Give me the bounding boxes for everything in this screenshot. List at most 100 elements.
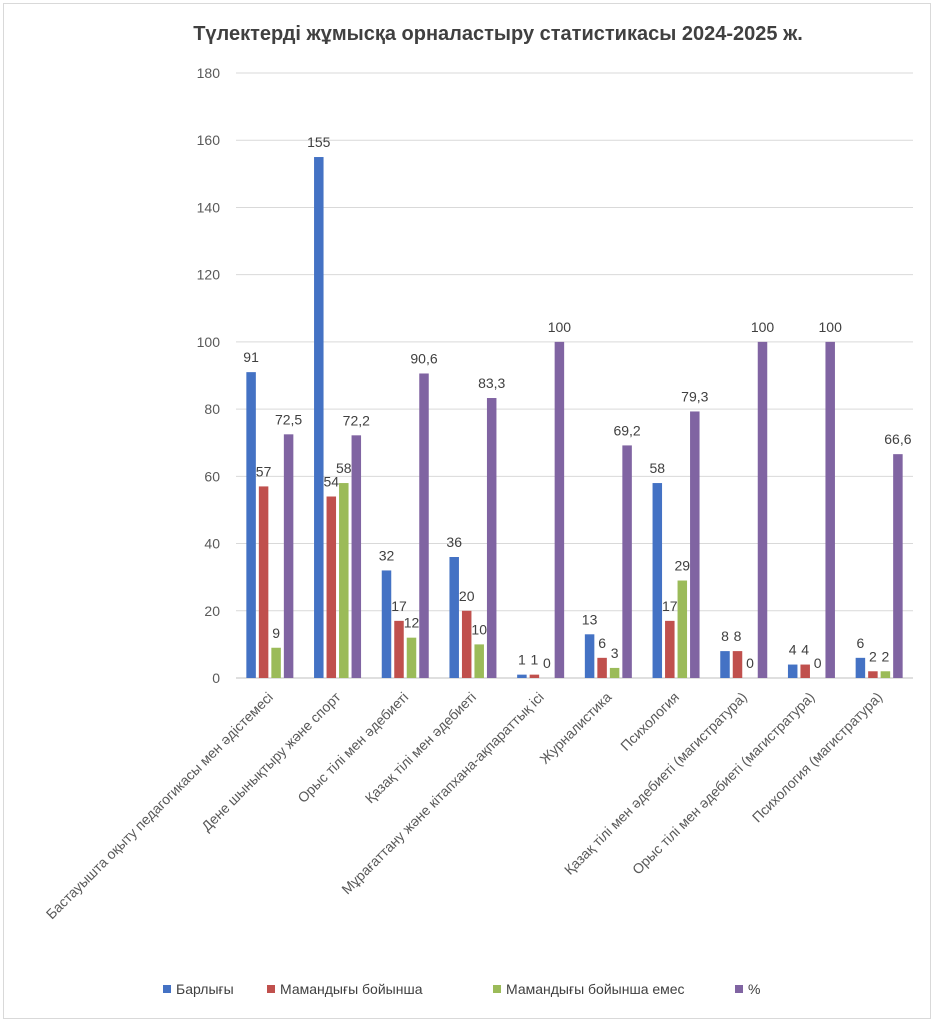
legend-label: % [748,981,760,997]
data-label: 54 [324,474,340,490]
data-label: 0 [543,655,551,671]
bar [271,647,281,678]
x-tick-label: Бастауышта оқыту педагогикасы мен әдісте… [43,689,276,922]
data-label: 0 [746,655,754,671]
bar [461,610,472,678]
bar [622,445,632,678]
data-label: 10 [471,621,487,637]
bar [732,651,743,678]
legend-swatch [267,985,275,993]
data-label: 58 [336,460,352,476]
bar [339,483,349,678]
bar [665,620,675,678]
data-label: 72,5 [275,411,302,427]
bar [880,671,891,678]
data-label: 100 [548,319,572,335]
y-tick-label: 120 [197,267,221,283]
bar [757,341,768,678]
y-tick-label: 40 [204,536,220,552]
bar [720,651,730,678]
data-label: 17 [391,598,407,614]
y-tick-label: 80 [204,401,220,417]
y-axis: 0 20 40 60 80 100 120 140 160 180 [197,65,221,686]
bar [283,434,294,678]
data-label: 90,6 [410,350,437,366]
bar [394,620,404,678]
data-label: 66,6 [884,431,911,447]
data-label: 1 [518,652,526,668]
data-label: 58 [650,460,666,476]
bar [419,373,429,678]
y-tick-label: 160 [197,132,221,148]
data-label: 17 [662,598,678,614]
data-label: 0 [814,655,822,671]
legend-label: Мамандығы бойынша емес [506,981,685,997]
bar [381,570,392,678]
bar [690,411,700,678]
data-label: 72,2 [343,412,370,428]
data-label: 6 [598,635,606,651]
data-label: 3 [611,645,619,661]
data-label: 100 [751,319,775,335]
data-label: 12 [404,615,420,631]
data-label: 4 [789,642,797,658]
data-label: 83,3 [478,375,505,391]
chart-title: Түлектерді жұмысқа орналастыру статистик… [193,23,803,45]
legend-label: Мамандығы бойынша [280,981,423,997]
y-tick-label: 20 [204,603,220,619]
bar [677,580,688,678]
bar [609,667,620,678]
bar [855,657,866,678]
x-tick-label: Психология (магистратура) [749,689,886,826]
chart-frame [3,3,931,1019]
x-tick-label: Журналистика [536,689,614,767]
data-label: 8 [721,628,729,644]
data-label: 155 [307,134,331,150]
bar [351,435,362,678]
data-label: 1 [531,652,539,668]
bar [597,657,607,678]
bar [449,557,459,678]
bar [868,671,878,678]
legend: Барлығы Мамандығы бойынша Мамандығы бойынш… [163,981,760,997]
data-label: 79,3 [681,388,708,404]
bar [326,496,337,678]
bar [406,637,417,678]
data-label: 2 [882,648,890,664]
bar [652,483,663,678]
y-tick-label: 180 [197,65,221,81]
bars [246,157,903,678]
data-label: 2 [869,648,877,664]
x-tick-label: Қазақ тілі мен әдебиеті [362,689,479,806]
gridlines [236,72,913,679]
bar [246,372,256,678]
data-label: 4 [801,642,809,658]
bar [554,341,565,678]
legend-label: Барлығы [176,981,234,997]
x-axis: Бастауышта оқыту педагогикасы мен әдісте… [43,688,886,922]
y-tick-label: 0 [212,670,220,686]
y-tick-label: 60 [204,468,220,484]
data-label: 6 [857,635,865,651]
data-label: 9 [272,625,280,641]
data-label: 20 [459,588,475,604]
bar [584,634,595,678]
x-tick-label: Орыс тілі мен әдебиеті [294,689,411,806]
data-label: 36 [446,534,462,550]
bar [474,644,484,678]
legend-swatch [735,985,743,993]
data-label: 29 [675,558,691,574]
bar [787,664,798,678]
data-label: 91 [243,349,259,365]
data-label: 13 [582,611,598,627]
x-tick-label: Психология [617,689,682,754]
data-label: 100 [819,319,843,335]
x-tick-label: Дене шынықтыру және спорт [198,688,344,834]
bar [529,674,540,678]
bar [314,157,324,678]
bar [486,398,497,678]
data-label: 8 [734,628,742,644]
bar [825,341,835,678]
